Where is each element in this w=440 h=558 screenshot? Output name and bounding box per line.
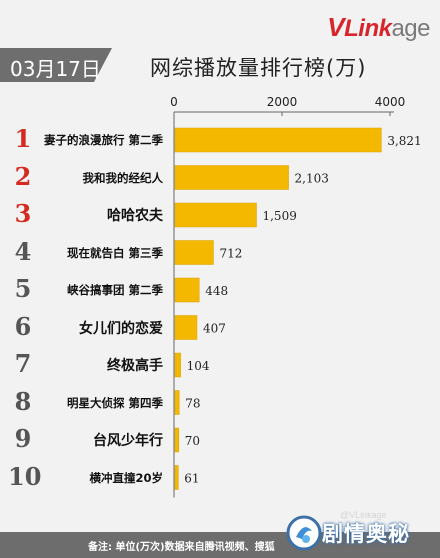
watermark-handle: @VLinkage	[340, 510, 387, 520]
date-text: 03月17日	[10, 57, 101, 81]
bar	[174, 165, 289, 190]
category-label: 现在就告白 第三季	[66, 245, 163, 260]
category-label: 女儿们的恋爱	[79, 320, 163, 337]
footer-note: 备注: 单位(万次)数据来自腾讯视频、搜狐	[88, 542, 275, 553]
bar	[174, 315, 198, 340]
date-badge: 03月17日	[0, 48, 112, 82]
value-label: 3,821	[387, 134, 421, 148]
logo-v: V	[327, 12, 345, 42]
category-label: 终极高手	[107, 358, 163, 374]
rank-number: 9	[14, 424, 32, 453]
x-tick-label: 2000	[267, 95, 298, 109]
bar	[174, 352, 181, 378]
value-label: 407	[203, 322, 226, 336]
rank-number: 1	[14, 124, 32, 153]
date-badge-shape	[0, 48, 112, 82]
rank-number: 2	[14, 161, 32, 191]
logo-age: age	[391, 15, 430, 42]
category-label: 横冲直撞20岁	[89, 470, 163, 485]
vlinkage-logo: VLinkage	[327, 12, 430, 43]
value-label: 2,103	[295, 172, 329, 186]
x-tick-label: 4000	[375, 95, 406, 109]
rank-number: 3	[14, 199, 32, 228]
rank-number: 8	[14, 386, 32, 416]
watermark-text: 剧情奥秘	[322, 522, 410, 546]
bar	[174, 277, 200, 303]
value-label: 61	[184, 472, 199, 486]
bar	[174, 390, 180, 415]
category-label: 妻子的浪漫旅行 第二季	[43, 133, 163, 147]
watermark: 剧情奥秘	[286, 512, 436, 554]
bar	[174, 127, 382, 153]
rank-number: 7	[14, 349, 32, 378]
rank-number: 5	[14, 274, 32, 303]
chart-title: 网综播放量排行榜(万)	[150, 56, 367, 80]
category-label: 哈哈农夫	[107, 208, 163, 224]
value-label: 448	[205, 284, 228, 298]
category-label: 台风少年行	[93, 433, 163, 449]
x-tick-label: 0	[170, 95, 178, 109]
rank-number: 4	[14, 236, 32, 266]
watermark-logo-icon	[286, 515, 322, 551]
rank-number: 10	[8, 461, 42, 491]
rank-number: 6	[14, 311, 32, 341]
value-label: 1,509	[262, 209, 296, 223]
bar	[174, 202, 257, 228]
category-label: 我和我的经纪人	[82, 170, 164, 185]
footer-bar: 备注: 单位(万次)数据来自腾讯视频、搜狐	[0, 532, 440, 558]
value-label: 712	[219, 247, 242, 261]
category-label: 明星大侦探 第四季	[66, 395, 163, 410]
bar	[174, 427, 180, 453]
logo-link: Link	[344, 15, 392, 42]
bar	[174, 240, 214, 265]
value-label: 70	[185, 434, 200, 448]
value-label: 78	[185, 397, 200, 411]
bar	[174, 465, 179, 490]
category-label: 峡谷搞事团 第二季	[66, 283, 163, 297]
value-label: 104	[187, 359, 210, 373]
